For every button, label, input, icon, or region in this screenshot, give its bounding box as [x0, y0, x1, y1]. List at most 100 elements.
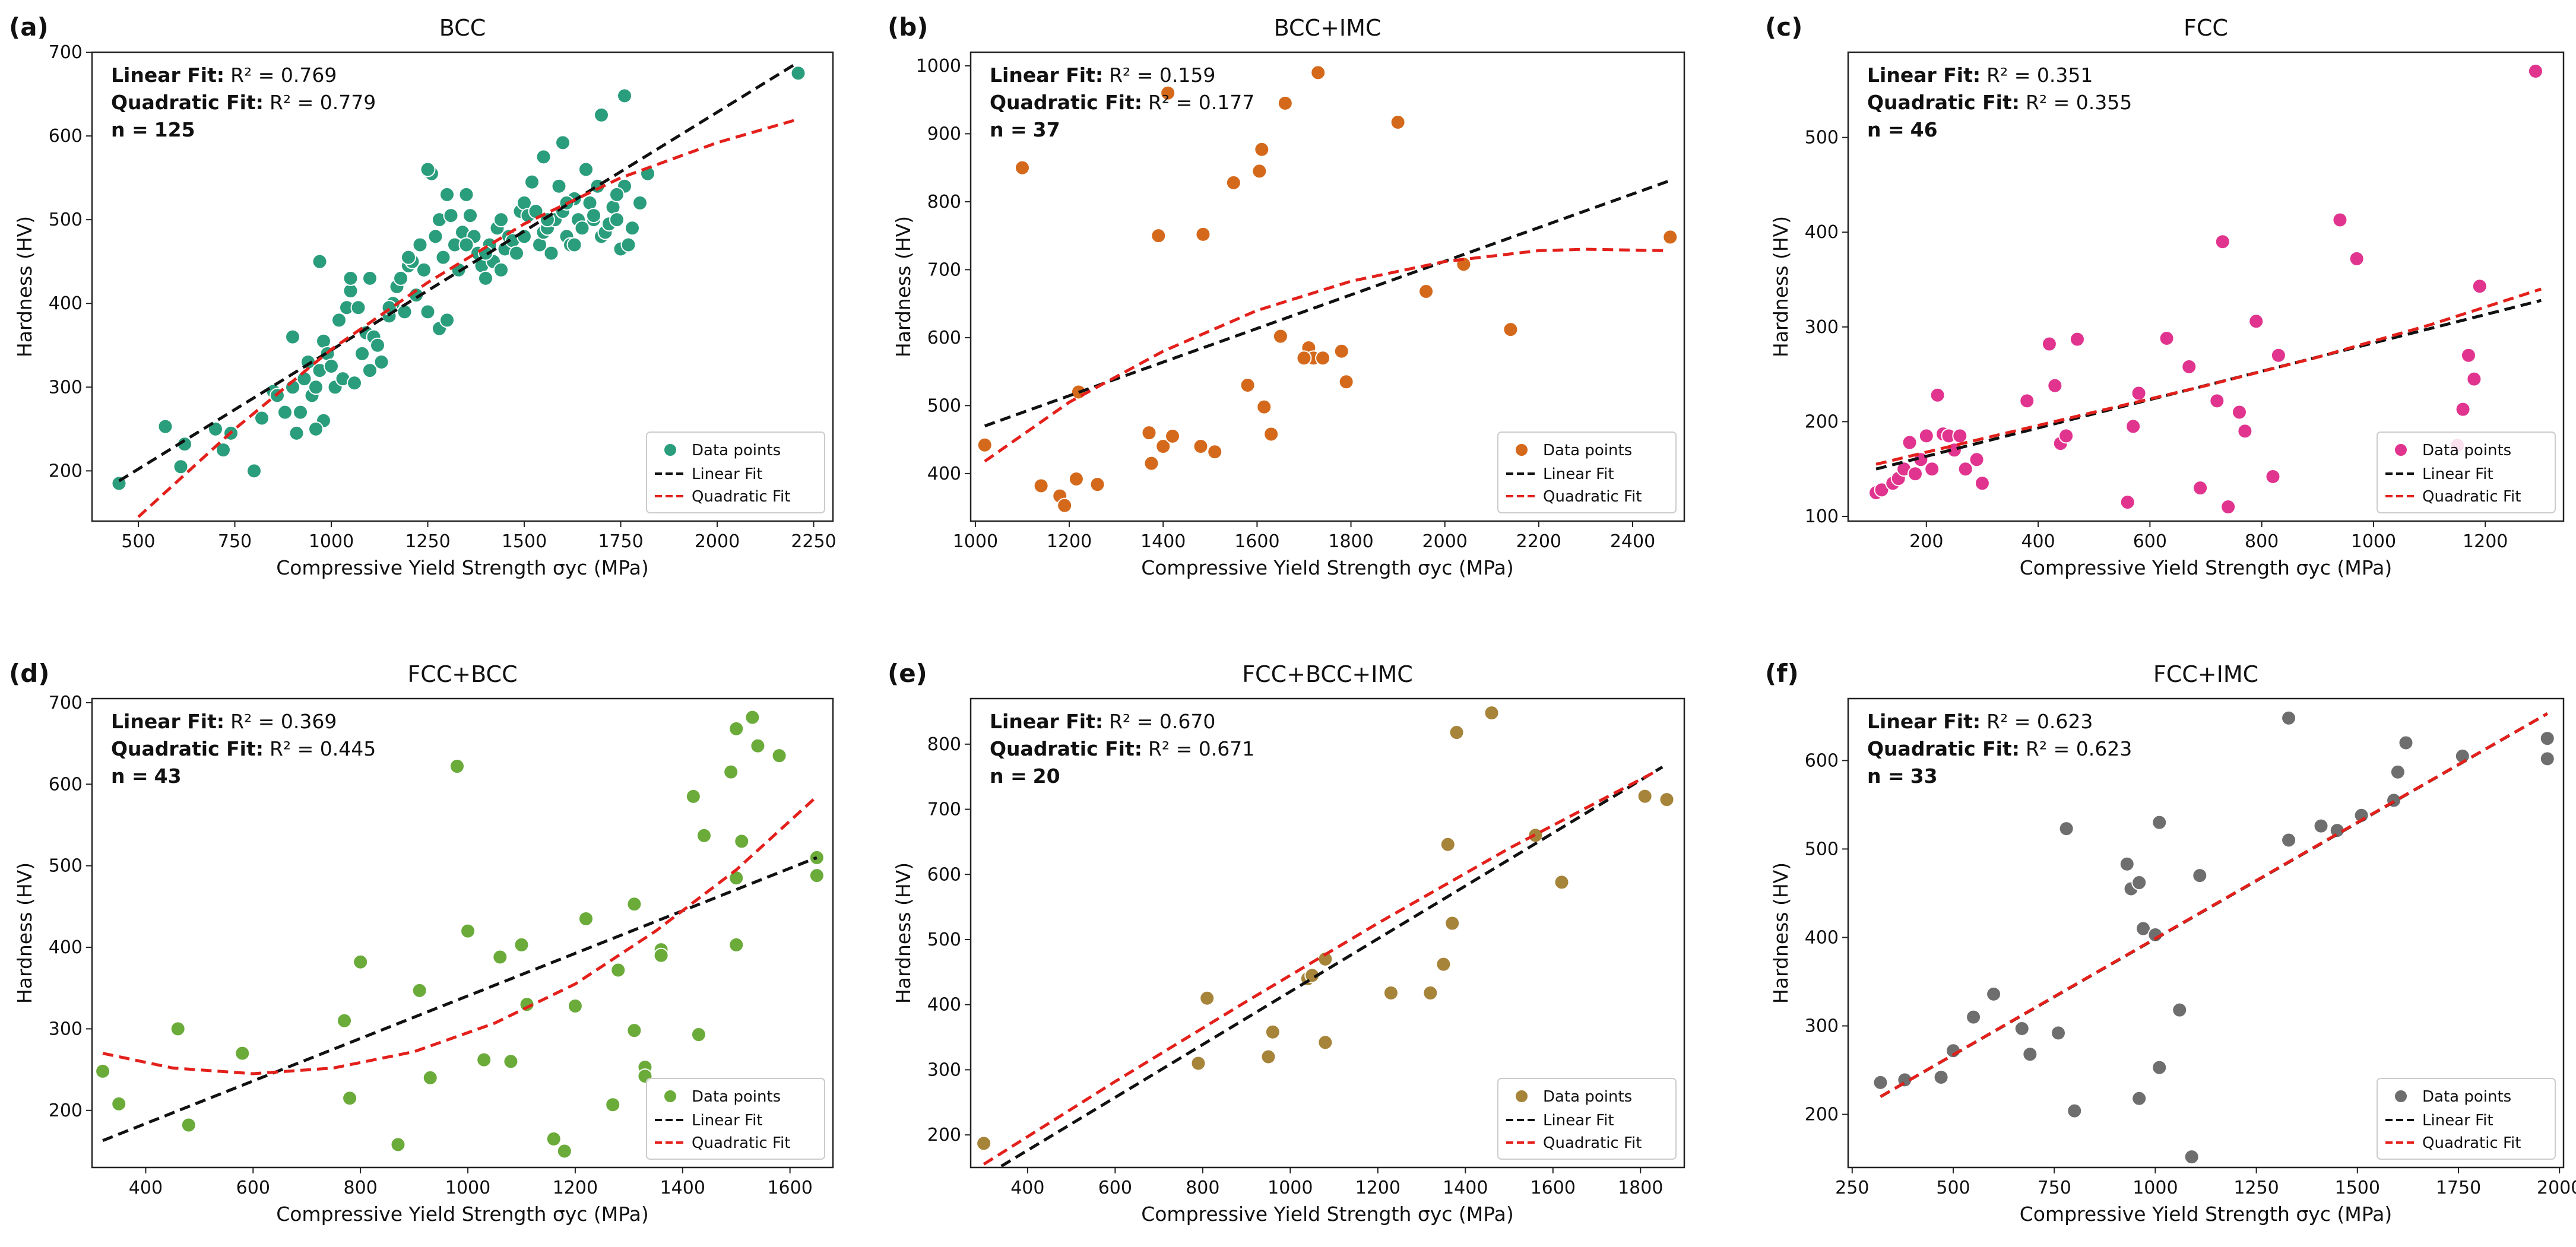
y-tick-label: 300 [1805, 317, 1839, 338]
data-points [1868, 63, 2543, 515]
x-tick-label: 1000 [2133, 1178, 2178, 1198]
data-point [1195, 226, 1211, 242]
quadratic-fit-stat-label: Quadratic Fit: [990, 737, 1142, 760]
data-point [2067, 1103, 2083, 1119]
legend-label-quadratic: Quadratic Fit [2422, 488, 2521, 506]
quadratic-fit-line [137, 118, 799, 518]
legend-box [1497, 431, 1677, 513]
data-point [449, 759, 465, 775]
data-point [2014, 1020, 2030, 1036]
panel-c: (c) FCC 200 400 600 800 1000 1200 100 200 300 400 50… [1765, 12, 2565, 579]
y-tick-label: 500 [49, 210, 83, 230]
data-point [551, 178, 567, 194]
data-point [1444, 915, 1460, 931]
x-tick-label: 600 [236, 1178, 270, 1198]
legend-marker-data [1514, 1089, 1529, 1103]
data-points [977, 65, 1678, 513]
data-point [362, 270, 378, 286]
y-tick-label: 300 [49, 1018, 83, 1039]
y-tick-label: 600 [1805, 750, 1839, 771]
sample-count: n = 20 [990, 764, 1060, 788]
data-point [2172, 1002, 2188, 1018]
data-point [2041, 336, 2057, 352]
data-point [2455, 401, 2471, 417]
legend-label-quadratic: Quadratic Fit [692, 1134, 790, 1152]
panel-label: (f) [1765, 659, 1799, 688]
data-point [514, 937, 530, 953]
data-point [390, 1137, 406, 1153]
data-point [354, 345, 370, 361]
data-point [685, 788, 701, 804]
data-point [2390, 764, 2406, 780]
data-point [1436, 956, 1452, 972]
legend-box [1497, 1078, 1677, 1160]
x-tick-label: 600 [1098, 1178, 1132, 1198]
data-point [2131, 1090, 2147, 1106]
x-tick-label: 500 [1936, 1178, 1970, 1198]
quadratic-fit-stat-label: Quadratic Fit: [1867, 91, 2020, 114]
data-point [1418, 284, 1434, 300]
y-tick-label: 500 [927, 395, 961, 416]
data-point [1160, 85, 1176, 101]
data-point [397, 304, 413, 320]
data-point [1907, 466, 1923, 482]
quadratic-fit-stat-label: Quadratic Fit: [1867, 737, 2020, 760]
y-tick-label: 200 [49, 461, 83, 481]
data-point [1933, 1069, 1949, 1085]
legend-label-quadratic: Quadratic Fit [2422, 1134, 2521, 1152]
data-point [2019, 393, 2035, 409]
y-tick-label: 100 [1805, 506, 1839, 527]
x-axis-label: Compressive Yield Strength σyc (MPa) [1141, 1202, 1514, 1226]
linear-fit-stat: Linear Fit: R² = 0.623 [1867, 710, 2093, 733]
data-point [734, 833, 750, 849]
data-point [2184, 1149, 2200, 1165]
data-point [2209, 393, 2225, 409]
sample-count-value: 33 [1910, 764, 1938, 788]
data-point [555, 135, 571, 151]
x-tick-label: 800 [1186, 1178, 1219, 1198]
panel-label: (e) [888, 659, 927, 688]
x-tick-label: 1500 [502, 531, 547, 552]
data-point [1662, 229, 1678, 245]
legend-label-linear: Linear Fit [2422, 1112, 2493, 1129]
data-point [427, 229, 443, 245]
x-tick-label: 1000 [445, 1178, 490, 1198]
data-point [478, 270, 493, 286]
chart-title: BCC [439, 15, 486, 41]
x-tick-label: 1000 [2351, 531, 2396, 552]
sample-count: n = 46 [1867, 118, 1938, 141]
data-point [1333, 343, 1349, 359]
data-point [2466, 371, 2482, 387]
data-point [411, 982, 427, 998]
y-tick-label: 200 [927, 1125, 961, 1146]
plot-frame [91, 697, 834, 1169]
data-point [1225, 174, 1241, 191]
x-tick-label: 600 [2133, 531, 2167, 552]
linear-fit-stat-label: Linear Fit: [1867, 710, 1981, 733]
x-tick-label: 2000 [695, 531, 740, 552]
data-point [609, 212, 625, 228]
data-point [2527, 63, 2543, 79]
legend: Data points Linear Fit Quadratic Fit [646, 431, 825, 513]
y-axis-label: Hardness (HV) [892, 216, 915, 357]
data-point [235, 1045, 251, 1061]
data-point [216, 442, 231, 458]
linear-fit-stat-label: Linear Fit: [990, 710, 1103, 733]
chart-title: FCC+BCC [407, 661, 517, 687]
x-tick-label: 1750 [2436, 1178, 2481, 1198]
plot-frame [91, 51, 834, 522]
legend-label-data: Data points [692, 1088, 781, 1106]
y-axis-label: Hardness (HV) [892, 862, 915, 1004]
x-tick-label: 1400 [1443, 1178, 1488, 1198]
linear-fit-line [984, 180, 1669, 428]
data-point [2131, 385, 2147, 401]
data-point [157, 418, 173, 434]
data-point [2192, 868, 2208, 884]
x-tick-label: 2250 [791, 531, 836, 552]
data-point [458, 237, 474, 253]
x-tick-label: 2000 [2537, 1178, 2576, 1198]
data-point [1272, 328, 1288, 344]
y-tick-label: 600 [927, 328, 961, 348]
data-point [308, 379, 324, 395]
quadratic-fit-stat-label: Quadratic Fit: [111, 91, 264, 114]
